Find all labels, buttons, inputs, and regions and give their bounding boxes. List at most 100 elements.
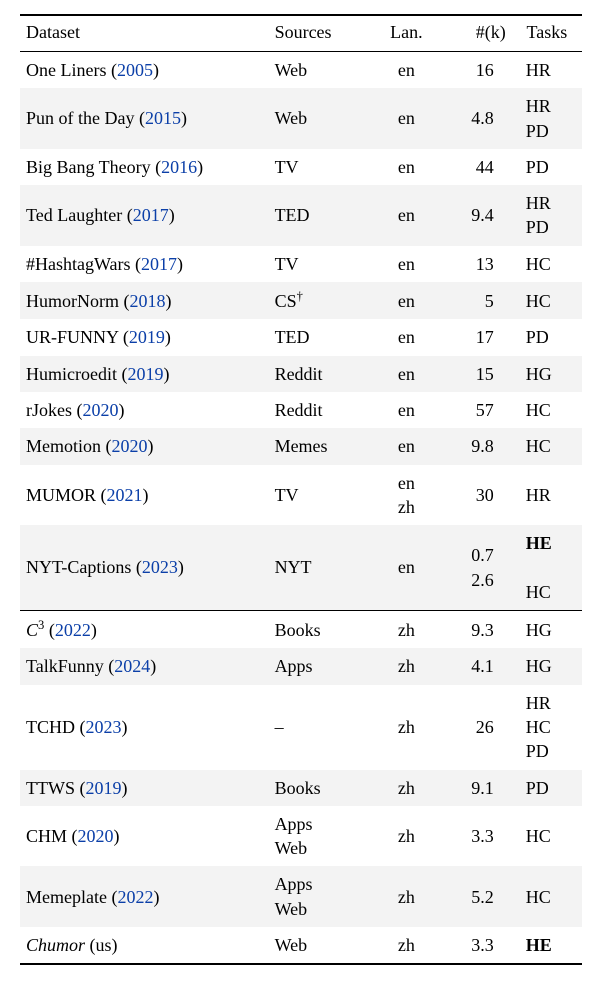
table-row: Big Bang Theory (2016)TVen44PD [20, 149, 582, 185]
table-body: One Liners (2005)Weben16HRPun of the Day… [20, 52, 582, 965]
cell-sources: TED [269, 185, 372, 246]
citation-link[interactable]: 2020 [78, 826, 114, 846]
datasets-table: Dataset Sources Lan. #(k) Tasks One Line… [20, 14, 582, 965]
cell-dataset: MUMOR (2021) [20, 465, 269, 526]
citation-link[interactable]: 2017 [141, 254, 177, 274]
citation-link[interactable]: 2024 [114, 656, 150, 676]
cell-lan: en [371, 282, 441, 319]
table-row: TCHD (2023)–zh26HRHCPD [20, 685, 582, 770]
table-row: Humicroedit (2019)Redditen15HG [20, 356, 582, 392]
cell-lan: en [371, 392, 441, 428]
cell-tasks: HRHCPD [512, 685, 582, 770]
citation-link[interactable]: 2023 [142, 557, 178, 577]
cell-num: 26 [441, 685, 511, 770]
cell-sources: Web [269, 88, 372, 149]
cell-lan: enzh [371, 465, 441, 526]
table-row: C3 (2022)Bookszh9.3HG [20, 611, 582, 649]
table-row: Pun of the Day (2015)Weben4.8HRPD [20, 88, 582, 149]
cell-num: 13 [441, 246, 511, 282]
cell-tasks: HRPD [512, 88, 582, 149]
cell-dataset: CHM (2020) [20, 806, 269, 867]
cell-num: 16 [441, 52, 511, 89]
citation-link[interactable]: 2023 [86, 717, 122, 737]
cell-num: 57 [441, 392, 511, 428]
table-row: MUMOR (2021)TVenzh30HR [20, 465, 582, 526]
cell-tasks: HE [512, 927, 582, 964]
citation-link[interactable]: 2019 [127, 364, 163, 384]
cell-dataset: Ted Laughter (2017) [20, 185, 269, 246]
citation-link[interactable]: 2020 [83, 400, 119, 420]
cell-lan: en [371, 525, 441, 610]
cell-tasks: HC [512, 806, 582, 867]
cell-num: 17 [441, 319, 511, 355]
cell-sources: TV [269, 246, 372, 282]
cell-lan: en [371, 319, 441, 355]
table-row: #HashtagWars (2017)TVen13HC [20, 246, 582, 282]
citation-link[interactable]: 2022 [55, 620, 91, 640]
cell-num: 5 [441, 282, 511, 319]
citation-link[interactable]: 2020 [112, 436, 148, 456]
cell-tasks: HC [512, 866, 582, 927]
cell-sources: Reddit [269, 356, 372, 392]
cell-lan: zh [371, 648, 441, 684]
col-dataset: Dataset [20, 15, 269, 52]
cell-tasks: HC [512, 428, 582, 464]
citation-link[interactable]: 2005 [117, 60, 153, 80]
cell-dataset: Pun of the Day (2015) [20, 88, 269, 149]
cell-sources: – [269, 685, 372, 770]
table-row: TalkFunny (2024)Appszh4.1HG [20, 648, 582, 684]
cell-sources: TED [269, 319, 372, 355]
cell-tasks: PD [512, 319, 582, 355]
col-lan: Lan. [371, 15, 441, 52]
cell-sources: Apps [269, 648, 372, 684]
cell-num: 9.8 [441, 428, 511, 464]
cell-tasks: HG [512, 356, 582, 392]
citation-link[interactable]: 2018 [129, 291, 165, 311]
table-row: UR-FUNNY (2019)TEDen17PD [20, 319, 582, 355]
cell-lan: zh [371, 927, 441, 964]
cell-dataset: Memeplate (2022) [20, 866, 269, 927]
table-row: Chumor (us)Webzh3.3HE [20, 927, 582, 964]
cell-dataset: Big Bang Theory (2016) [20, 149, 269, 185]
table-row: rJokes (2020)Redditen57HC [20, 392, 582, 428]
cell-num: 44 [441, 149, 511, 185]
header-row: Dataset Sources Lan. #(k) Tasks [20, 15, 582, 52]
cell-sources: Reddit [269, 392, 372, 428]
cell-sources: TV [269, 465, 372, 526]
cell-dataset: HumorNorm (2018) [20, 282, 269, 319]
table-row: CHM (2020)AppsWebzh3.3HC [20, 806, 582, 867]
cell-tasks: HG [512, 611, 582, 649]
col-sources: Sources [269, 15, 372, 52]
cell-tasks: HR [512, 465, 582, 526]
cell-lan: zh [371, 866, 441, 927]
citation-link[interactable]: 2021 [107, 485, 143, 505]
citation-link[interactable]: 2016 [161, 157, 197, 177]
table-row: HumorNorm (2018)CS†en5HC [20, 282, 582, 319]
cell-dataset: NYT-Captions (2023) [20, 525, 269, 610]
cell-lan: en [371, 246, 441, 282]
cell-dataset: TCHD (2023) [20, 685, 269, 770]
cell-num: 15 [441, 356, 511, 392]
cell-lan: zh [371, 806, 441, 867]
cell-lan: en [371, 149, 441, 185]
cell-sources: AppsWeb [269, 866, 372, 927]
cell-tasks: HG [512, 648, 582, 684]
cell-dataset: Memotion (2020) [20, 428, 269, 464]
citation-link[interactable]: 2015 [145, 108, 181, 128]
cell-lan: en [371, 52, 441, 89]
cell-dataset: rJokes (2020) [20, 392, 269, 428]
citation-link[interactable]: 2017 [133, 205, 169, 225]
col-tasks: Tasks [512, 15, 582, 52]
cell-dataset: Humicroedit (2019) [20, 356, 269, 392]
citation-link[interactable]: 2019 [129, 327, 165, 347]
cell-sources: NYT [269, 525, 372, 610]
cell-num: 9.4 [441, 185, 511, 246]
cell-lan: en [371, 428, 441, 464]
cell-tasks: HRPD [512, 185, 582, 246]
cell-tasks: HC [512, 282, 582, 319]
cell-tasks: PD [512, 149, 582, 185]
cell-num: 0.72.6 [441, 525, 511, 610]
citation-link[interactable]: 2022 [117, 887, 153, 907]
cell-lan: zh [371, 685, 441, 770]
cell-num: 3.3 [441, 927, 511, 964]
